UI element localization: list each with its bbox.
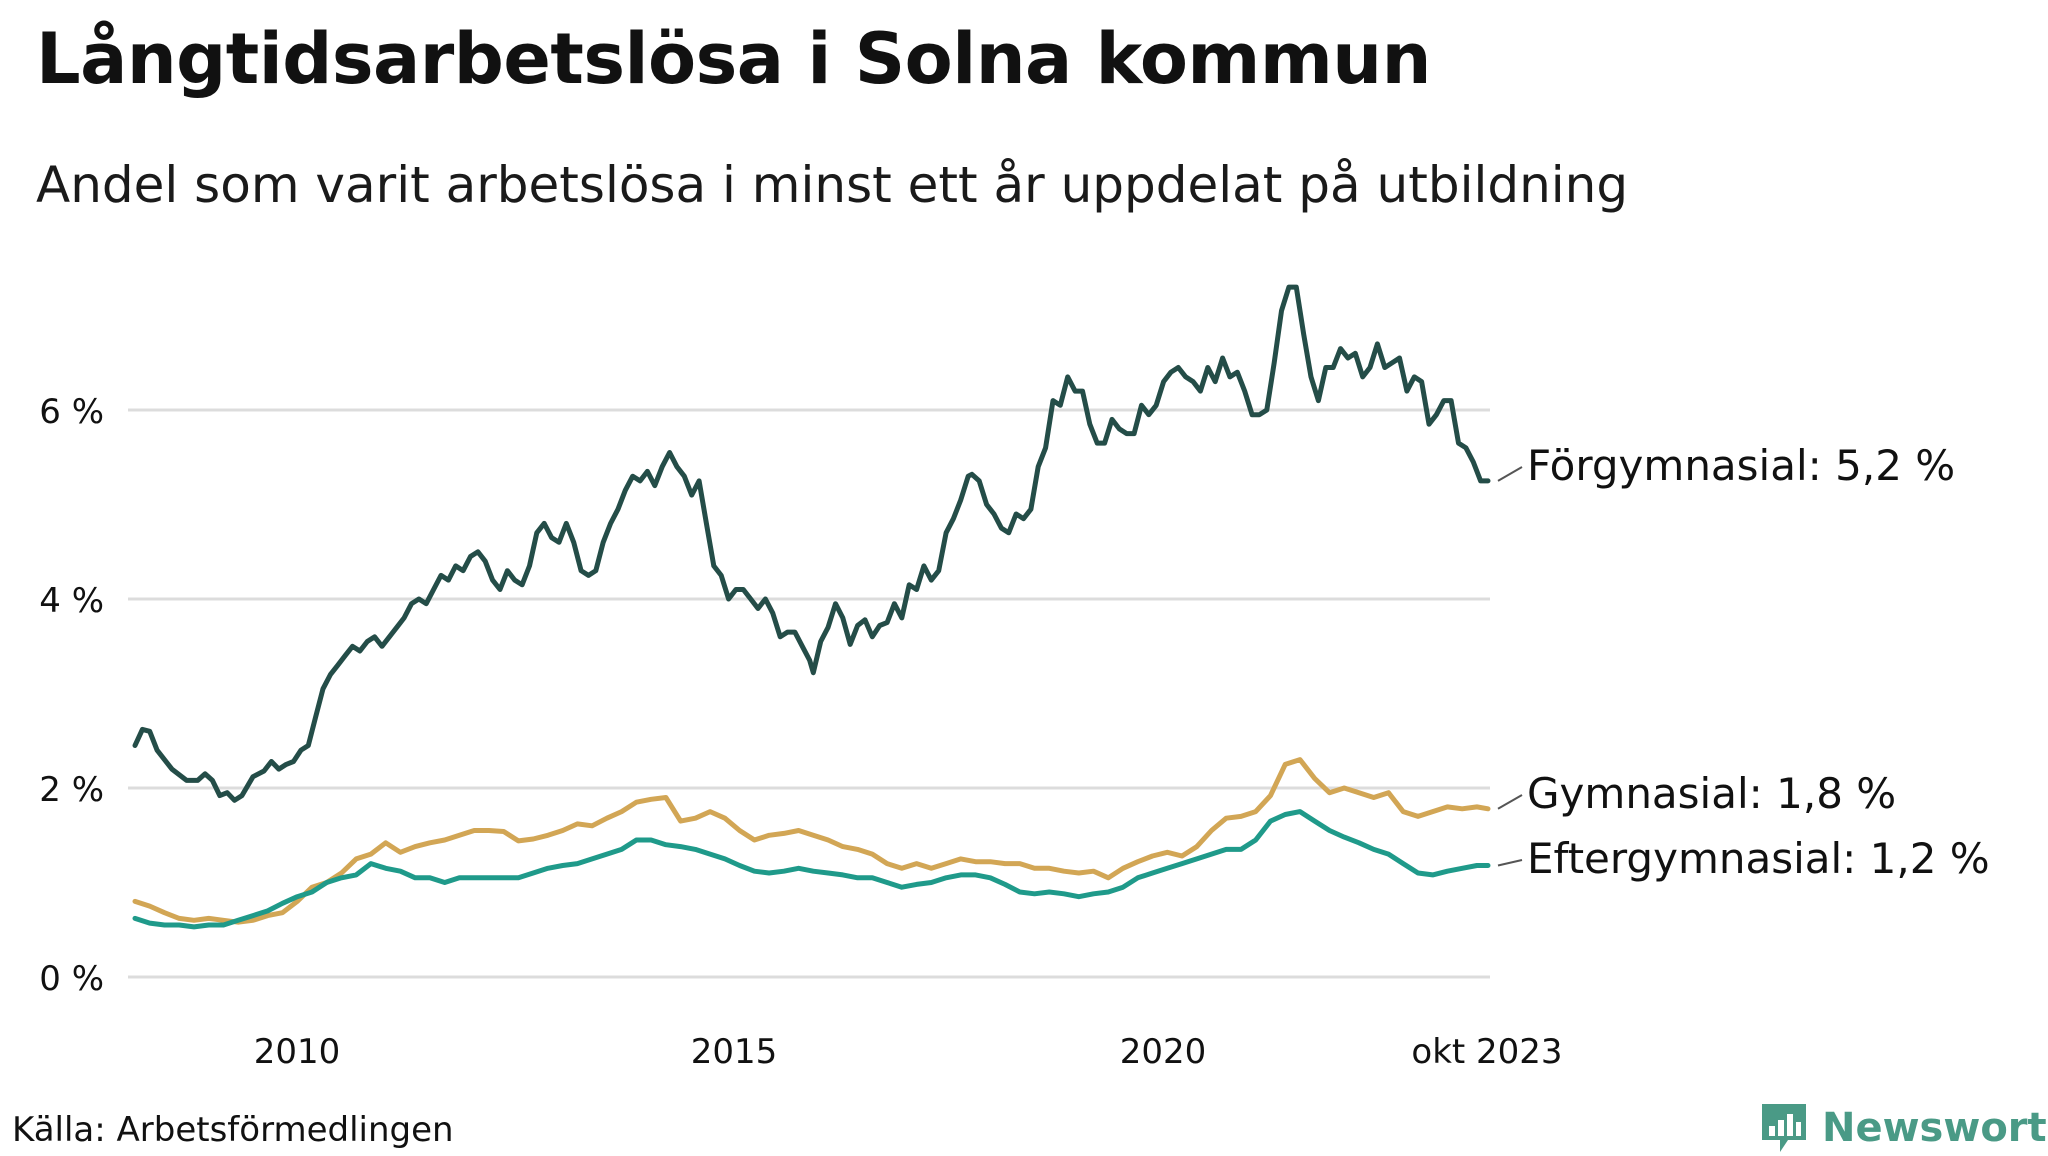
y-axis-ticks: 0 % 2 % 4 % 6 % [39, 392, 104, 999]
label-leader-2 [1497, 859, 1523, 867]
label-leader-1 [1497, 794, 1523, 810]
series-lines [132, 284, 1491, 930]
y-tick-label: 2 % [39, 770, 104, 810]
brand-name: Newsworthy [1822, 1105, 2048, 1151]
y-tick-label: 6 % [39, 392, 104, 432]
series-line-gymnasial [132, 757, 1491, 925]
x-tick-label: 2015 [691, 1032, 778, 1072]
brand-logo: Newsworthy [1758, 1100, 2048, 1156]
series-label-eftergymnasial: Eftergymnasial: 1,2 % [1527, 834, 1990, 883]
label-leader-0 [1497, 466, 1523, 482]
y-tick-label: 4 % [39, 581, 104, 621]
series-line-eftergymnasial [132, 809, 1491, 930]
x-axis-ticks: 2010 2015 2020 okt 2023 [254, 1032, 1563, 1072]
x-tick-label: 2010 [254, 1032, 341, 1072]
chart-title: Långtidsarbetslösa i Solna kommun [36, 18, 1431, 100]
series-label-förgymnasial: Förgymnasial: 5,2 % [1527, 441, 1955, 490]
series-labels: Förgymnasial: 5,2 % Gymnasial: 1,8 % Efter… [1497, 441, 1990, 883]
gridlines [128, 408, 1490, 979]
series-label-gymnasial: Gymnasial: 1,8 % [1527, 769, 1896, 818]
y-tick-label: 0 % [39, 959, 104, 999]
x-tick-label: okt 2023 [1411, 1032, 1562, 1072]
x-tick-label: 2020 [1120, 1032, 1207, 1072]
chart-subtitle: Andel som varit arbetslösa i minst ett å… [36, 156, 1629, 214]
newsworthy-logo-icon [1762, 1104, 1806, 1152]
source-note: Källa: Arbetsförmedlingen [12, 1110, 454, 1150]
series-line-förgymnasial [132, 284, 1491, 803]
